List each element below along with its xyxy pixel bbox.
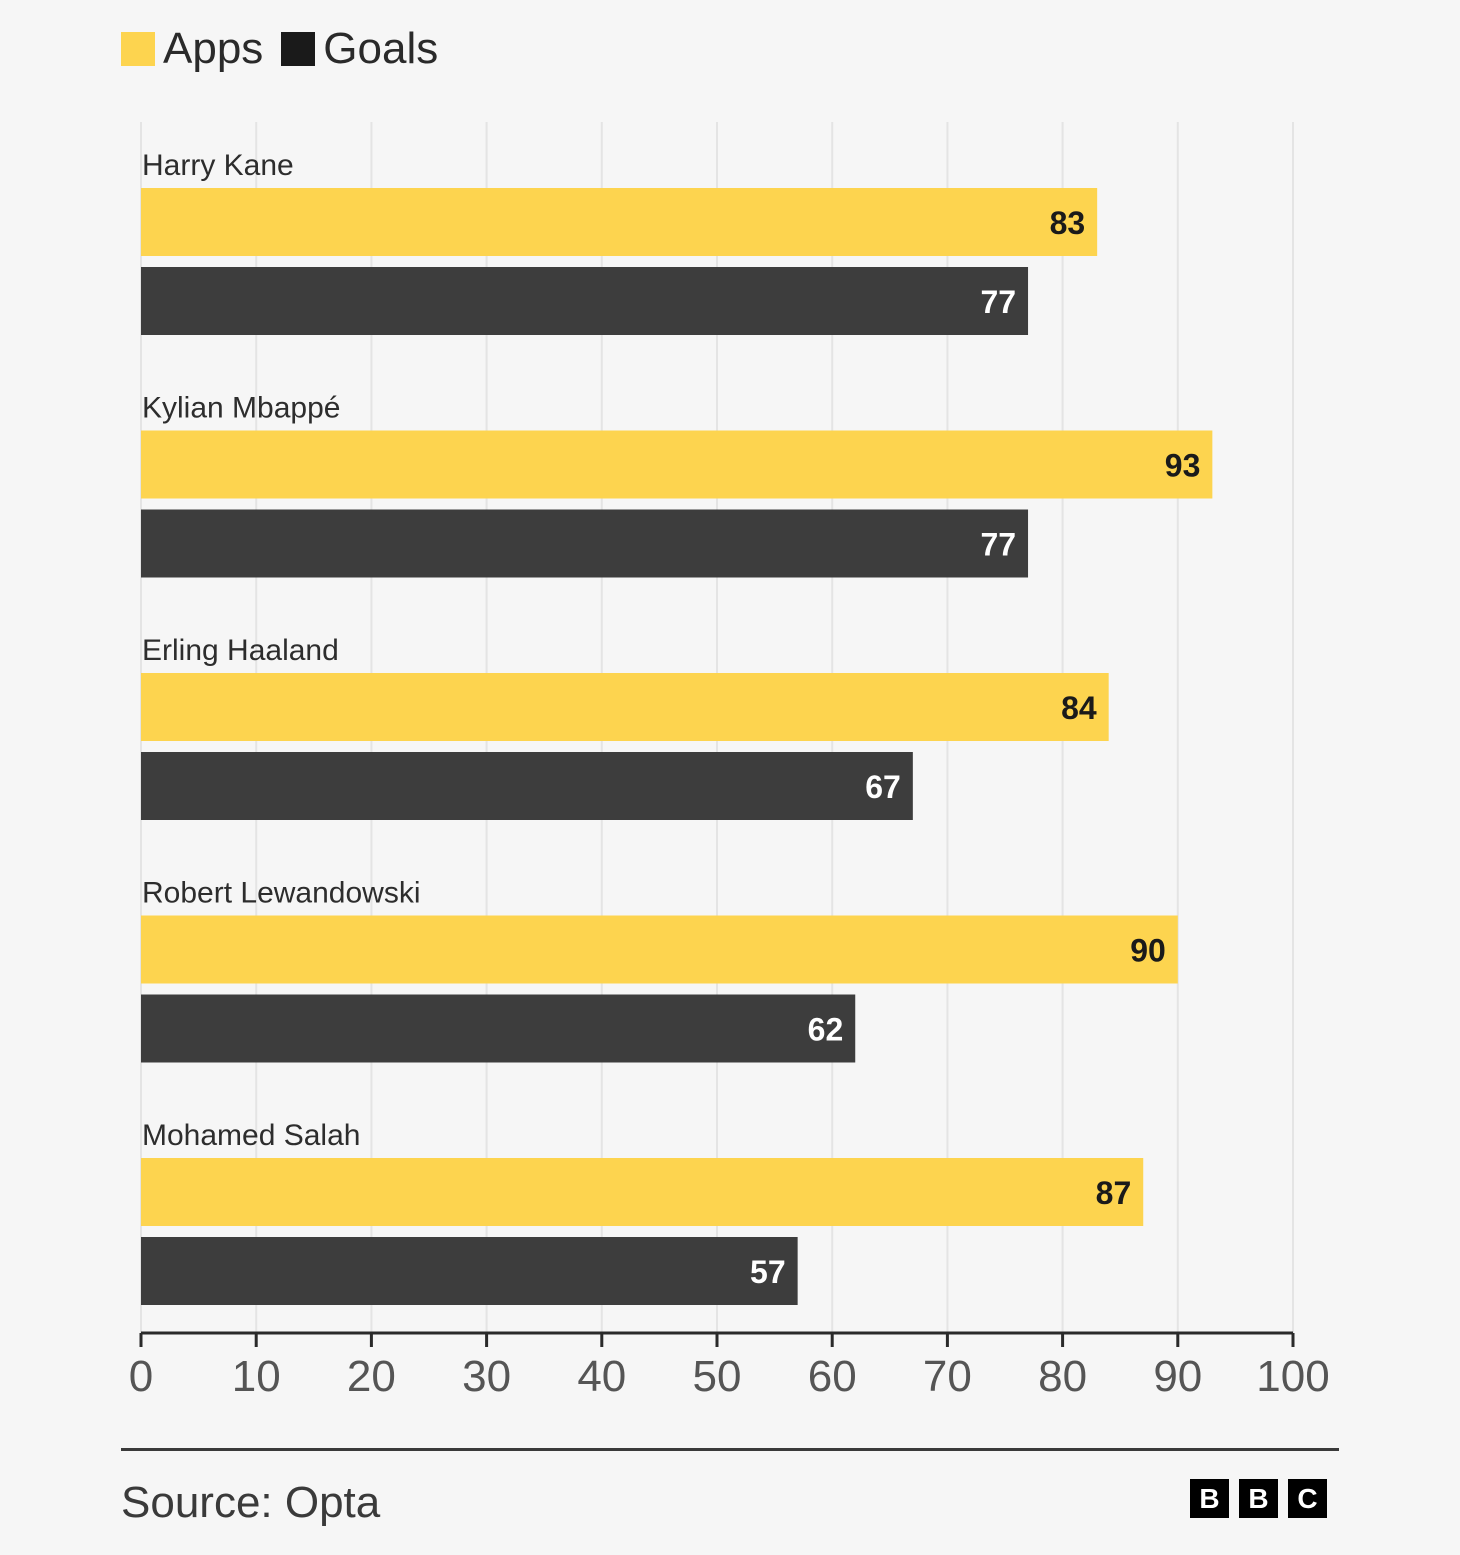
data-label-apps: 93 [1165,448,1201,484]
x-tick-label: 40 [577,1352,626,1401]
category-label: Mohamed Salah [142,1119,360,1152]
bbc-logo: B B C [1190,1479,1327,1518]
source-divider [121,1448,1339,1451]
bbc-logo-letter: B [1239,1479,1278,1518]
bbc-logo-letter: C [1288,1479,1327,1518]
category-label: Kylian Mbappé [142,392,340,425]
bar-apps [141,188,1098,256]
data-label-goals: 77 [980,527,1016,563]
x-tick-label: 90 [1153,1352,1202,1401]
bar-apps [141,915,1178,984]
bar-goals [141,994,856,1063]
x-tick-label: 20 [347,1352,396,1401]
x-tick-label: 0 [129,1352,153,1401]
bar-apps [141,430,1213,499]
data-label-goals: 57 [750,1254,786,1290]
legend-swatch-goals [281,32,316,66]
category-label: Harry Kane [142,149,294,182]
data-label-apps: 84 [1061,690,1097,726]
data-label-apps: 83 [1050,205,1086,241]
x-tick-label: 80 [1038,1352,1087,1401]
bar-goals [141,267,1029,335]
source-note: Source: Opta [121,1478,381,1527]
data-label-apps: 87 [1096,1175,1132,1211]
data-label-apps: 90 [1130,933,1166,969]
bar-apps [141,673,1109,741]
bbc-logo-letter: B [1190,1479,1229,1518]
data-label-goals: 77 [980,284,1016,320]
legend-label-apps: Apps [163,24,264,73]
legend: Apps Goals [121,24,456,74]
bar-goals [141,509,1029,578]
legend-label-goals: Goals [323,24,439,73]
legend-swatch-apps [121,32,155,66]
bar-apps [141,1158,1144,1226]
bar-chart: Harry Kane 83 77 Kylian Mbappé 93 77 Erling Ha… [129,122,1330,1401]
bar-goals [141,752,913,820]
x-tick-label: 50 [693,1352,742,1401]
x-tick-label: 10 [232,1352,281,1401]
category-label: Robert Lewandowski [142,877,420,910]
x-tick-label: 30 [462,1352,511,1401]
data-label-goals: 62 [808,1012,844,1048]
x-tick-label: 60 [808,1352,857,1401]
x-tick-label: 70 [923,1352,972,1401]
data-label-goals: 67 [865,769,901,805]
x-tick-label: 100 [1256,1352,1329,1401]
bar-goals [141,1237,798,1305]
category-label: Erling Haaland [142,634,339,667]
